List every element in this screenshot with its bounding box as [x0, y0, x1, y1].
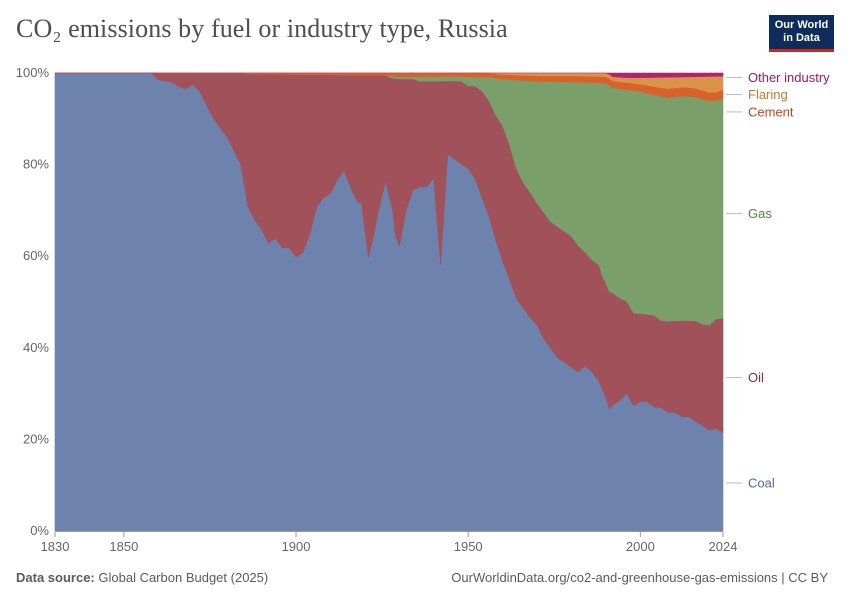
y-tick-label: 20% — [23, 431, 49, 446]
y-tick-label: 0% — [30, 523, 49, 538]
legend-label-other[interactable]: Other industry — [748, 70, 830, 85]
x-tick-label: 1830 — [41, 539, 70, 554]
y-tick-label: 80% — [23, 157, 49, 172]
logo-line-1: Our World — [774, 19, 829, 31]
area-other[interactable] — [54, 72, 724, 78]
x-tick-label: 2000 — [626, 539, 655, 554]
x-tick-label: 1850 — [109, 539, 138, 554]
data-source-label: Data source: — [16, 570, 95, 585]
y-tick-label: 100% — [16, 65, 50, 80]
chart-title: CO₂ emissions by fuel or industry type, … — [16, 14, 508, 43]
data-source-link[interactable]: Global Carbon Budget (2025) — [98, 570, 269, 585]
legend-label-coal[interactable]: Coal — [748, 475, 775, 490]
owid-logo[interactable]: Our World in Data — [769, 15, 834, 52]
y-tick-label: 40% — [23, 340, 49, 355]
area-series — [54, 72, 724, 532]
x-tick-label: 1900 — [282, 539, 311, 554]
legend: Other industry Flaring Cement Gas Oil Coal — [726, 70, 830, 490]
logo-line-2: in Data — [783, 32, 820, 44]
legend-label-oil[interactable]: Oil — [748, 370, 764, 385]
data-source: Data source: Global Carbon Budget (2025) — [16, 570, 268, 585]
legend-label-gas[interactable]: Gas — [748, 206, 772, 221]
axes: 0% 20% 40% 60% 80% 100% 1830 1850 1900 1950 2000 20… — [16, 65, 738, 554]
x-tick-label: 1950 — [454, 539, 483, 554]
legend-label-flaring[interactable]: Flaring — [748, 87, 788, 102]
footer-credit[interactable]: OurWorldinData.org/co2-and-greenhouse-ga… — [451, 570, 828, 585]
legend-label-cement[interactable]: Cement — [748, 104, 794, 119]
x-tick-label: 2024 — [709, 539, 738, 554]
logo-accent-bar — [769, 49, 834, 52]
y-tick-label: 60% — [23, 248, 49, 263]
